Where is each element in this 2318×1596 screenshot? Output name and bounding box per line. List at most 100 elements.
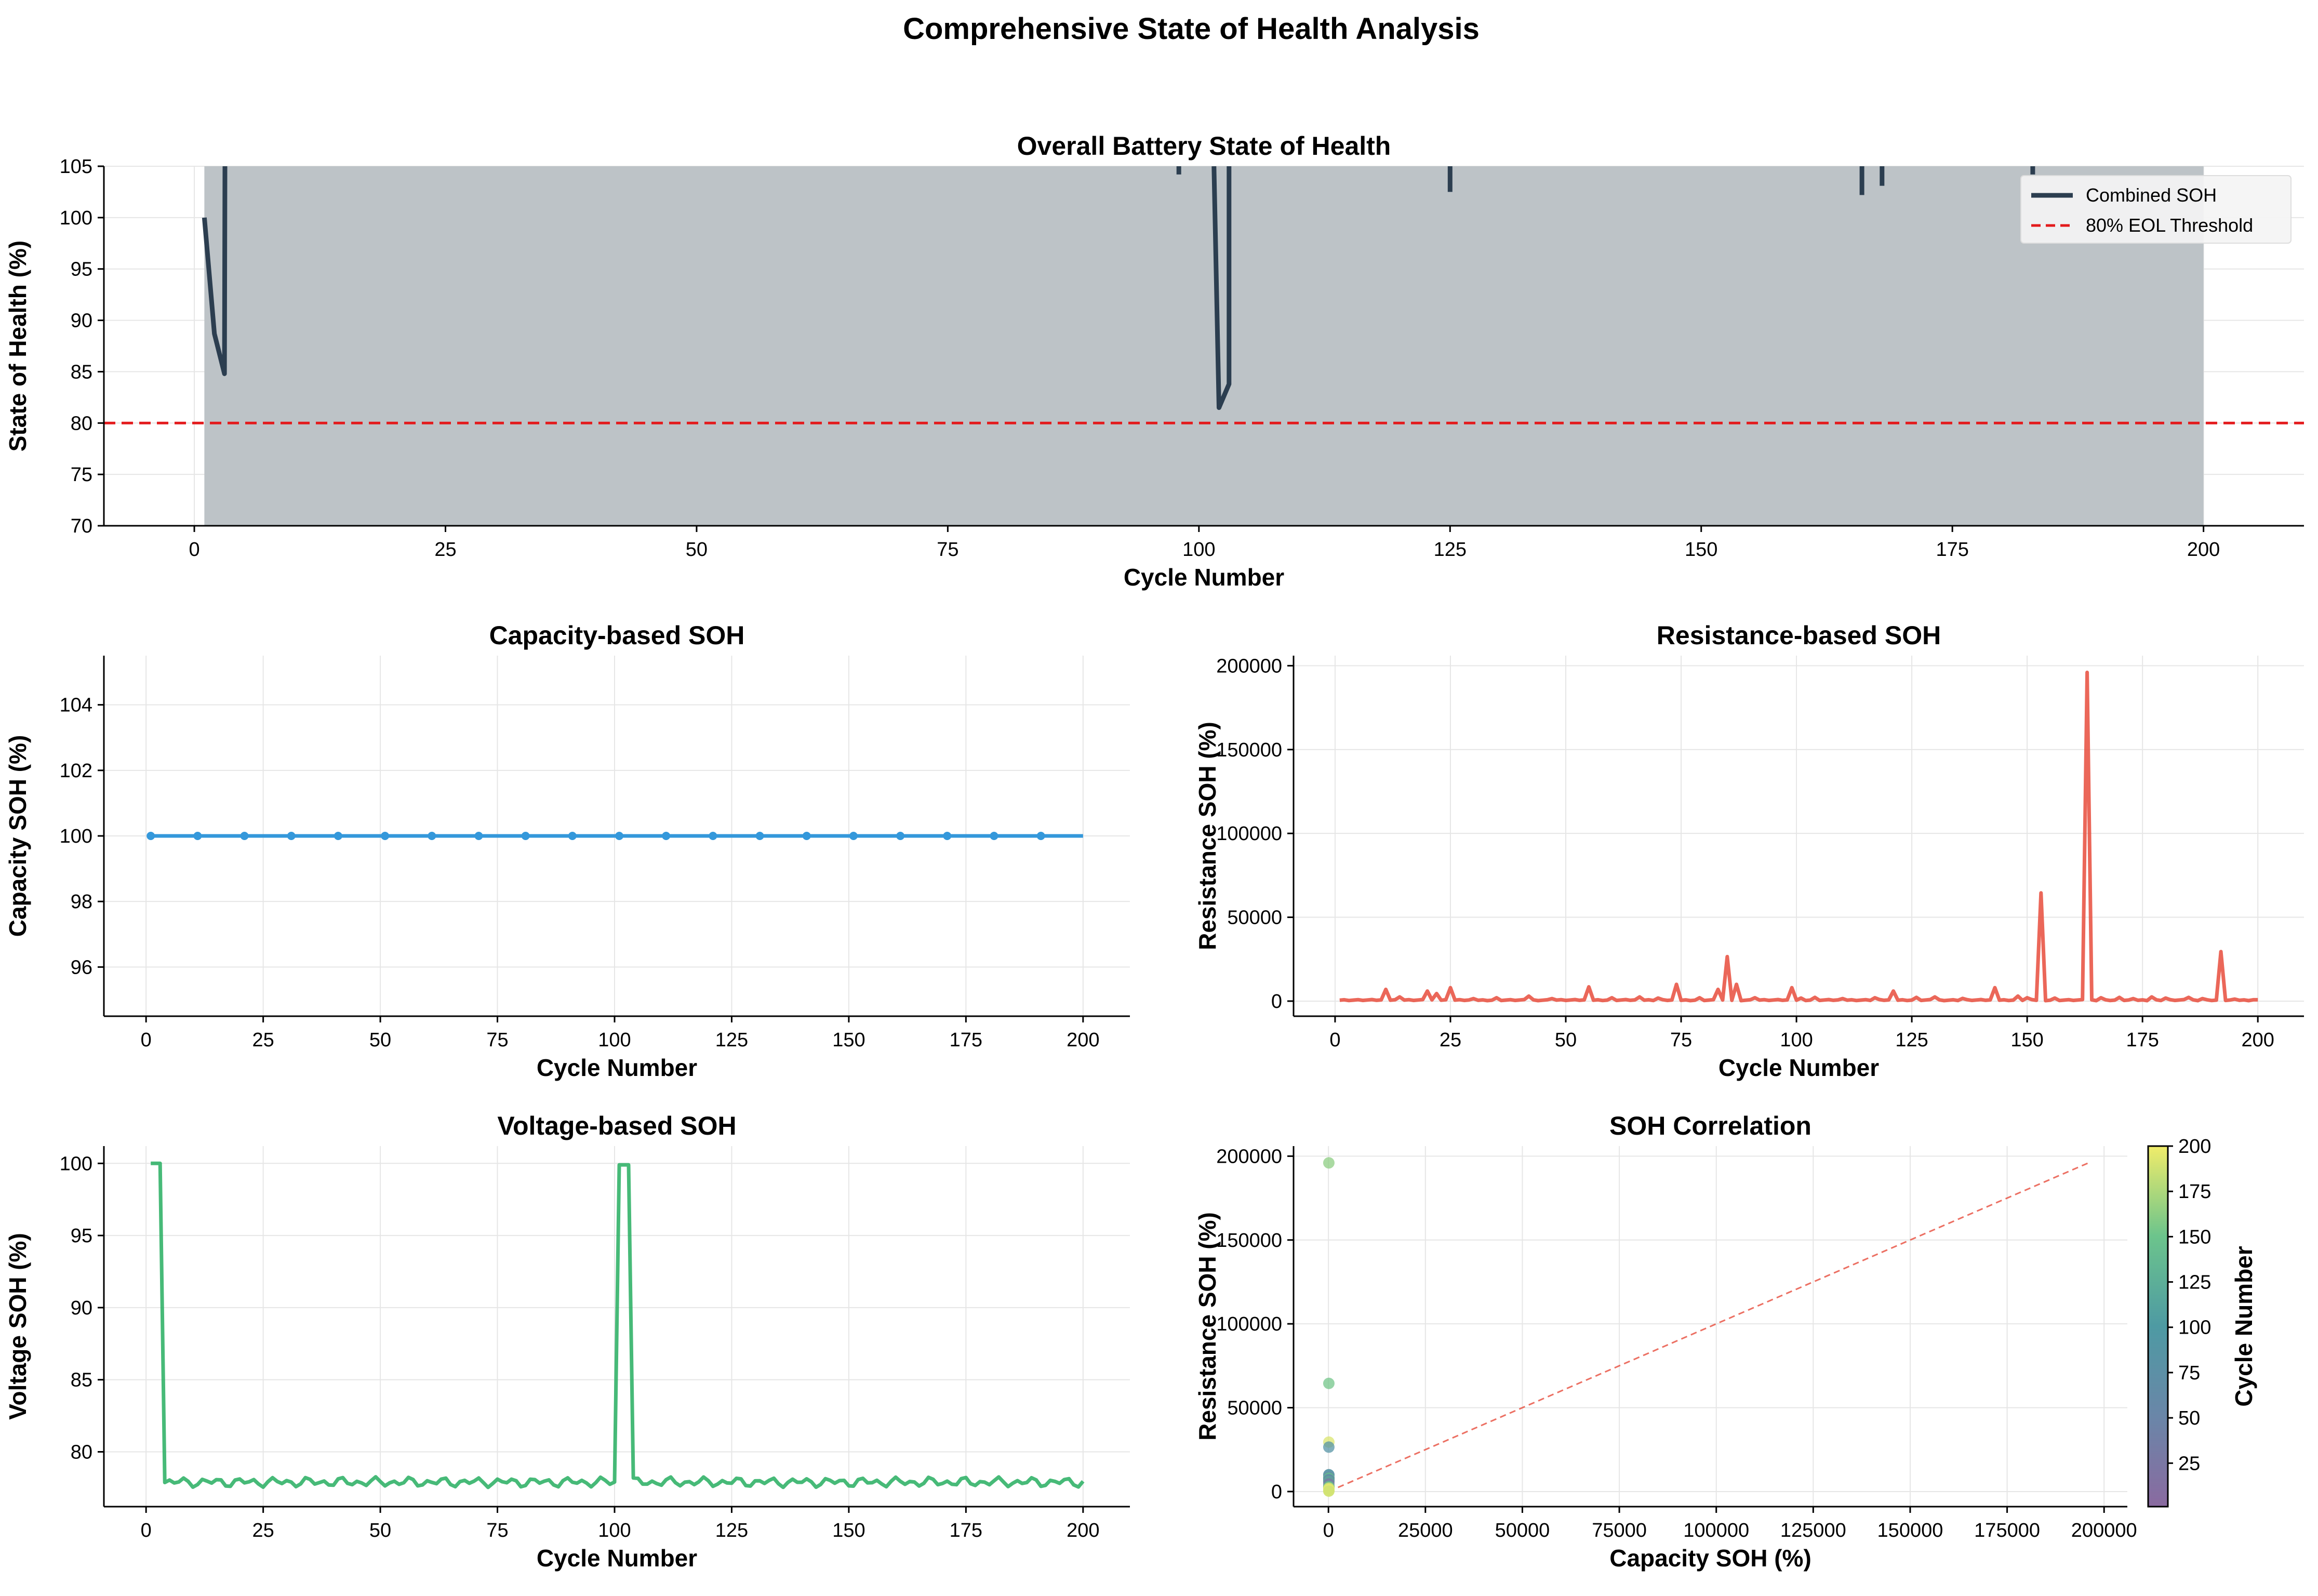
y-tick-label: 104 <box>60 695 92 716</box>
x-tick-label: 75 <box>1670 1029 1692 1051</box>
x-tick-label: 25 <box>252 1520 274 1541</box>
overall-soh-panel: Combined SOH 80% EOL Threshold 0 25 50 75 100 1… <box>4 131 2304 591</box>
x-tick-label: 25 <box>434 539 456 561</box>
x-tick-label: 200 <box>1067 1520 1099 1541</box>
x-tick-label: 0 <box>141 1029 152 1051</box>
chart-title: Voltage-based SOH <box>497 1111 736 1140</box>
x-tick-label: 50 <box>369 1520 391 1541</box>
x-tick-label: 100 <box>1182 539 1215 561</box>
x-tick-label: 125000 <box>1780 1520 1846 1541</box>
x-tick-label: 200 <box>2187 539 2220 561</box>
x-axis-label: Cycle Number <box>537 1054 697 1081</box>
y-tick-label: 50000 <box>1227 1398 1282 1419</box>
x-tick-label: 75000 <box>1592 1520 1647 1541</box>
combined-soh-line <box>202 166 228 376</box>
x-tick-label: 175 <box>2126 1029 2159 1051</box>
legend-label-combined: Combined SOH <box>2086 184 2217 206</box>
y-tick-label: 100 <box>60 1153 92 1175</box>
x-tick-label: 150 <box>2010 1029 2043 1051</box>
capacity-soh-marker <box>943 832 952 840</box>
capacity-soh-marker <box>568 832 577 840</box>
grid <box>1294 656 2304 1016</box>
y-tick-label: 0 <box>1271 991 1282 1013</box>
plot-area <box>104 166 2304 526</box>
x-tick-label: 25 <box>1440 1029 1461 1051</box>
legend-label-threshold: 80% EOL Threshold <box>2086 215 2253 236</box>
plot-area <box>1339 670 2258 1003</box>
x-tick-label: 200000 <box>2071 1520 2137 1541</box>
x-tick-label: 175 <box>950 1029 982 1051</box>
x-tick-label: 50 <box>1555 1029 1577 1051</box>
y-tick-label: 95 <box>71 259 92 281</box>
capacity-soh-marker <box>1036 832 1045 840</box>
x-axis-label: Capacity SOH (%) <box>1609 1545 1811 1572</box>
soh-fill-area <box>204 166 2204 526</box>
x-tick-label: 0 <box>1323 1520 1334 1541</box>
x-tick-label: 175000 <box>1974 1520 2040 1541</box>
y-tick-label: 85 <box>71 361 92 383</box>
y-tick-label: 80 <box>71 413 92 434</box>
y-tick-label: 200000 <box>1216 1146 1282 1167</box>
chart-title: Resistance-based SOH <box>1657 621 1941 650</box>
capacity-soh-marker <box>662 832 671 840</box>
y-tick-label: 200000 <box>1216 655 1282 677</box>
x-tick-label: 125 <box>715 1520 748 1541</box>
capacity-soh-marker <box>802 832 811 840</box>
colorbar-tick-label: 50 <box>2178 1407 2200 1429</box>
colorbar-tick-label: 200 <box>2178 1136 2211 1158</box>
capacity-soh-marker <box>381 832 390 840</box>
x-tick-label: 50 <box>686 539 708 561</box>
x-tick-label: 0 <box>141 1520 152 1541</box>
colorbar-tick-label: 100 <box>2178 1317 2211 1339</box>
capacity-soh-marker <box>755 832 764 840</box>
colorbar-tick-label: 150 <box>2178 1226 2211 1248</box>
voltage-soh-line <box>151 1161 1085 1489</box>
y-tick-label: 150000 <box>1216 739 1282 761</box>
capacity-soh-marker <box>146 832 155 840</box>
combined-soh-line <box>1211 166 1232 410</box>
y-tick-label: 75 <box>71 464 92 486</box>
figure-title: Comprehensive State of Health Analysis <box>903 12 1480 46</box>
x-tick-label: 0 <box>1329 1029 1340 1051</box>
x-tick-label: 200 <box>2241 1029 2274 1051</box>
x-tick-label: 50000 <box>1495 1520 1550 1541</box>
capacity-soh-marker <box>709 832 717 840</box>
capacity-soh-marker <box>615 832 624 840</box>
x-tick-label: 50 <box>369 1029 391 1051</box>
y-tick-label: 90 <box>71 310 92 332</box>
y-axis-label: Resistance SOH (%) <box>1194 722 1221 950</box>
x-tick-label: 100 <box>598 1520 631 1541</box>
x-axis-label: Cycle Number <box>1718 1054 1879 1081</box>
resistance-soh-panel: 0 25 50 75 100 125 150 175 200 0 50000 100000 150000… <box>1194 621 2304 1081</box>
capacity-soh-marker <box>334 832 342 840</box>
x-tick-label: 75 <box>937 539 958 561</box>
capacity-soh-marker <box>896 832 905 840</box>
y-tick-label: 100 <box>60 826 92 847</box>
colorbar: 25 50 75 100 125 150 175 200 Cycle Number <box>2147 1136 2257 1508</box>
capacity-soh-marker <box>193 832 202 840</box>
x-tick-label: 125 <box>1895 1029 1928 1051</box>
capacity-soh-panel: 0 25 50 75 100 125 150 175 200 96 98 100 102 104 Capac… <box>4 621 1130 1081</box>
x-tick-label: 150000 <box>1877 1520 1943 1541</box>
chart-title: SOH Correlation <box>1609 1111 1811 1140</box>
capacity-soh-marker <box>240 832 249 840</box>
scatter-point <box>1323 1441 1335 1453</box>
plot-area <box>151 1161 1085 1489</box>
x-tick-label: 100 <box>598 1029 631 1051</box>
y-tick-label: 105 <box>60 156 92 178</box>
y-tick-label: 80 <box>71 1442 92 1464</box>
x-tick-label: 200 <box>1067 1029 1099 1051</box>
capacity-soh-marker <box>474 832 483 840</box>
x-tick-label: 100 <box>1780 1029 1813 1051</box>
y-tick-label: 95 <box>71 1225 92 1247</box>
x-tick-label: 100000 <box>1683 1520 1749 1541</box>
colorbar-tick-label: 175 <box>2178 1181 2211 1203</box>
capacity-soh-marker <box>287 832 296 840</box>
y-tick-label: 50000 <box>1227 907 1282 929</box>
chart-title: Overall Battery State of Health <box>1017 131 1391 161</box>
x-tick-label: 150 <box>1685 539 1717 561</box>
x-tick-label: 175 <box>1936 539 1968 561</box>
soh-correlation-panel: 25 50 75 100 125 150 175 200 Cycle Number 0 25000 5… <box>1194 1111 2257 1572</box>
y-tick-label: 100000 <box>1216 823 1282 845</box>
